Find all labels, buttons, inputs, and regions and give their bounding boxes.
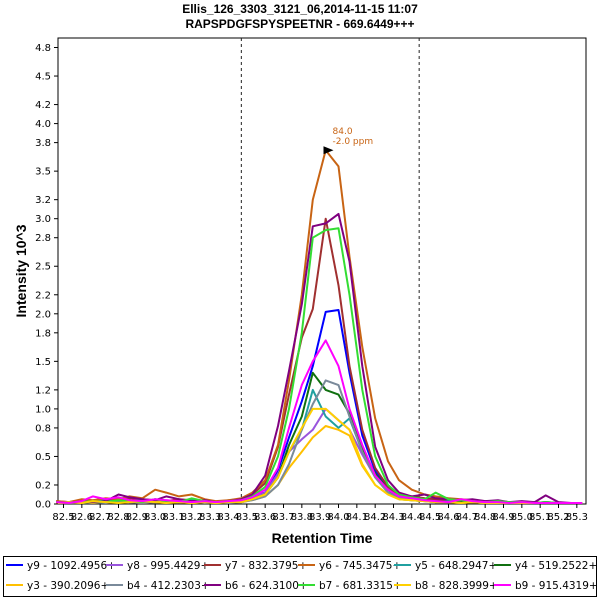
legend-swatch xyxy=(6,564,23,567)
legend-label: b6 - 624.3100+ xyxy=(225,580,308,592)
x-tick-label: 82.8 xyxy=(107,512,129,523)
legend-item: y7 - 832.3795+ xyxy=(204,560,307,572)
y-tick-label: 1.0 xyxy=(35,404,51,415)
chart-subtitle: RAPSPDGFSPYSPEETNR - 669.6449+++ xyxy=(185,17,415,31)
legend-item: b9 - 915.4319+ xyxy=(494,580,598,592)
y-tick-label: 1.8 xyxy=(35,328,51,339)
x-tick-label: 84.8 xyxy=(474,512,496,523)
legend-label: b9 - 915.4319+ xyxy=(515,580,598,592)
x-tick-label: 82.7 xyxy=(89,512,111,523)
y-tick-label: 2.2 xyxy=(35,290,51,301)
legend-swatch xyxy=(6,584,23,587)
legend-item: y4 - 519.2522+ xyxy=(494,560,597,572)
y-tick-label: 3.0 xyxy=(35,214,51,225)
legend-label: y7 - 832.3795+ xyxy=(225,560,308,572)
x-tick-label: 83.9 xyxy=(309,512,331,523)
x-tick-label: 83.5 xyxy=(236,512,258,523)
y-tick-label: 4.8 xyxy=(35,43,51,54)
legend-swatch xyxy=(106,584,123,587)
x-tick-label: 84.0 xyxy=(327,512,349,523)
y-tick-label: 0.2 xyxy=(35,480,51,491)
legend-swatch xyxy=(494,564,511,567)
series-line-11 xyxy=(56,339,583,504)
legend-label: y8 - 995.4429+ xyxy=(127,560,210,572)
legend-item: y5 - 648.2947+ xyxy=(394,560,497,572)
legend-label: y6 - 745.3475+ xyxy=(319,560,402,572)
legend-swatch xyxy=(394,584,411,587)
legend-swatch xyxy=(298,564,315,567)
legend-swatch xyxy=(298,584,315,587)
x-tick-label: 84.9 xyxy=(492,512,514,523)
x-axis-label: Retention Time xyxy=(272,530,373,546)
x-tick-label: 83.8 xyxy=(291,512,313,523)
x-tick-label: 84.2 xyxy=(364,512,386,523)
x-tick-label: 84.4 xyxy=(401,512,423,523)
x-tick-label: 83.6 xyxy=(254,512,276,523)
legend-swatch xyxy=(394,564,411,567)
legend-swatch xyxy=(204,584,221,587)
y-axis-label: Intensity 10^3 xyxy=(13,224,29,317)
x-tick-label: 83.0 xyxy=(144,512,166,523)
x-tick-label: 84.5 xyxy=(419,512,441,523)
legend-label: y4 - 519.2522+ xyxy=(515,560,598,572)
legend-item: b8 - 828.3999+ xyxy=(394,580,498,592)
y-tick-label: 0.8 xyxy=(35,423,51,434)
legend-label: b4 - 412.2303+ xyxy=(127,580,210,592)
legend-item: y9 - 1092.4956+ xyxy=(6,560,116,572)
x-tick-label: 84.3 xyxy=(382,512,404,523)
legend-label: y3 - 390.2096+ xyxy=(27,580,110,592)
y-tick-label: 3.8 xyxy=(35,138,51,149)
y-tick-label: 3.2 xyxy=(35,195,51,206)
y-tick-label: 1.5 xyxy=(35,357,51,368)
peak-ppm-label: -2.0 ppm xyxy=(333,137,374,147)
legend-label: y9 - 1092.4956+ xyxy=(27,560,116,572)
x-tick-label: 82.5 xyxy=(52,512,74,523)
legend-item: y8 - 995.4429+ xyxy=(106,560,209,572)
x-tick-label: 82.6 xyxy=(71,512,93,523)
plot-area xyxy=(57,37,587,505)
y-tick-label: 2.5 xyxy=(35,262,51,273)
x-tick-label: 85.1 xyxy=(529,512,551,523)
chart-title: Ellis_126_3303_3121_06,2014-11-15 11:07 xyxy=(182,2,418,16)
y-tick-label: 0.5 xyxy=(35,452,51,463)
x-tick-label: 85.0 xyxy=(511,512,533,523)
legend-item: b6 - 624.3100+ xyxy=(204,580,308,592)
y-tick-label: 2.0 xyxy=(35,309,51,320)
legend-label: b8 - 828.3999+ xyxy=(415,580,498,592)
x-tick-label: 84.7 xyxy=(456,512,478,523)
x-tick-label: 84.1 xyxy=(346,512,368,523)
x-tick-label: 82.9 xyxy=(126,512,148,523)
legend-item: y6 - 745.3475+ xyxy=(298,560,401,572)
legend-swatch xyxy=(494,584,511,587)
legend-swatch xyxy=(106,564,123,567)
y-tick-label: 4.0 xyxy=(35,119,51,130)
legend-item: b4 - 412.2303+ xyxy=(106,580,210,592)
legend-label: y5 - 648.2947+ xyxy=(415,560,498,572)
legend-swatch xyxy=(204,564,221,567)
y-tick-label: 2.8 xyxy=(35,233,51,244)
x-tick-label: 84.6 xyxy=(437,512,459,523)
x-tick-label: 83.7 xyxy=(272,512,294,523)
y-tick-label: 4.2 xyxy=(35,100,51,111)
y-tick-label: 0.0 xyxy=(35,500,51,511)
x-tick-label: 83.4 xyxy=(217,512,239,523)
peak-marker-icon xyxy=(323,146,334,155)
x-tick-label: 83.3 xyxy=(199,512,221,523)
legend-item: b7 - 681.3315+ xyxy=(298,580,402,592)
x-tick-label: 83.1 xyxy=(162,512,184,523)
legend-label: b7 - 681.3315+ xyxy=(319,580,402,592)
chromatogram-plot: 0.0 0.2 0.5 0.8 1.0 1.2 1.5 1.8 2.0 2.2 2.5 2.8 3.0 3… xyxy=(13,37,588,546)
legend-item: y3 - 390.2096+ xyxy=(6,580,109,592)
x-tick-label: 85.2 xyxy=(547,512,569,523)
x-tick-label: 83.2 xyxy=(181,512,203,523)
y-tick-label: 4.5 xyxy=(35,72,51,83)
x-tick-label: 85.3 xyxy=(566,512,588,523)
legend: y9 - 1092.4956+ y8 - 995.4429+ y7 - 832.37… xyxy=(3,556,598,597)
y-tick-label: 1.2 xyxy=(35,385,51,396)
y-tick-label: 3.5 xyxy=(35,167,51,178)
peak-rt-label: 84.0 xyxy=(333,127,353,137)
